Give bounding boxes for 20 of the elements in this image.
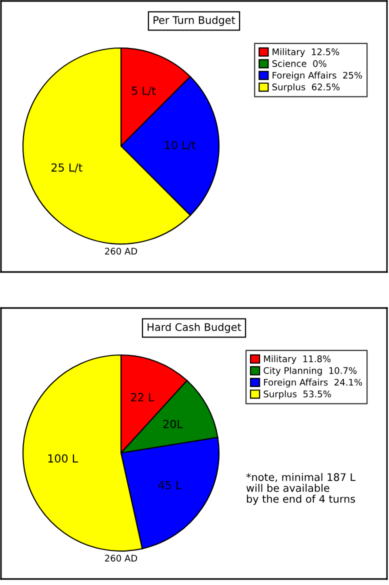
legend-label: City Planning 10.7% [264,366,357,376]
legend-label: Military 11.8% [264,355,331,364]
text: 260 AD [105,248,138,255]
data-label: 100 L [48,454,78,463]
legend-label: Military 12.5% [272,48,340,57]
legend-label: Surplus 62.5% [272,83,340,92]
data-label: 10 L/t [165,140,196,150]
data-label: 20L [163,420,183,428]
chart-title: Per Turn Budget [154,16,236,26]
data-label: 25 L/t [52,163,82,173]
data-label: 5 L/t [132,86,156,96]
data-label: 45 L [158,480,182,490]
text: 260 AD [105,554,138,562]
legend-label: Foreign Affairs 25% [272,72,362,80]
data-label: 22 L [131,392,154,402]
legend-label: Science 0% [272,60,326,67]
text: *note, minimal 187 L will be available by the end of 4 turns [246,473,356,505]
legend-label: Surplus 53.5% [264,390,331,400]
chart-title: Hard Cash Budget [148,322,242,334]
legend-label: Foreign Affairs 24.1% [264,378,362,388]
